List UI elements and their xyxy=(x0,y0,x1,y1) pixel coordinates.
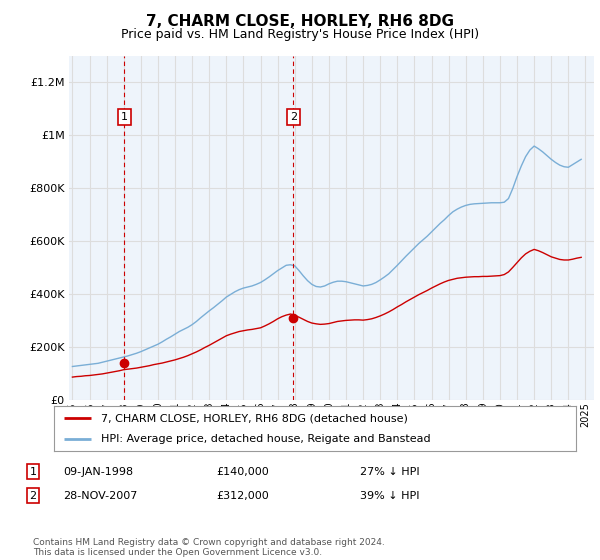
Text: £312,000: £312,000 xyxy=(216,491,269,501)
Text: 7, CHARM CLOSE, HORLEY, RH6 8DG: 7, CHARM CLOSE, HORLEY, RH6 8DG xyxy=(146,14,454,29)
Text: £140,000: £140,000 xyxy=(216,466,269,477)
Text: 39% ↓ HPI: 39% ↓ HPI xyxy=(360,491,419,501)
Text: 28-NOV-2007: 28-NOV-2007 xyxy=(63,491,137,501)
Text: 27% ↓ HPI: 27% ↓ HPI xyxy=(360,466,419,477)
Text: 09-JAN-1998: 09-JAN-1998 xyxy=(63,466,133,477)
Text: HPI: Average price, detached house, Reigate and Banstead: HPI: Average price, detached house, Reig… xyxy=(101,433,431,444)
Text: 1: 1 xyxy=(29,466,37,477)
Text: 7, CHARM CLOSE, HORLEY, RH6 8DG (detached house): 7, CHARM CLOSE, HORLEY, RH6 8DG (detache… xyxy=(101,413,408,423)
Text: Price paid vs. HM Land Registry's House Price Index (HPI): Price paid vs. HM Land Registry's House … xyxy=(121,28,479,41)
Text: 1: 1 xyxy=(121,112,128,122)
Text: Contains HM Land Registry data © Crown copyright and database right 2024.
This d: Contains HM Land Registry data © Crown c… xyxy=(33,538,385,557)
Text: 2: 2 xyxy=(29,491,37,501)
Text: 2: 2 xyxy=(290,112,297,122)
